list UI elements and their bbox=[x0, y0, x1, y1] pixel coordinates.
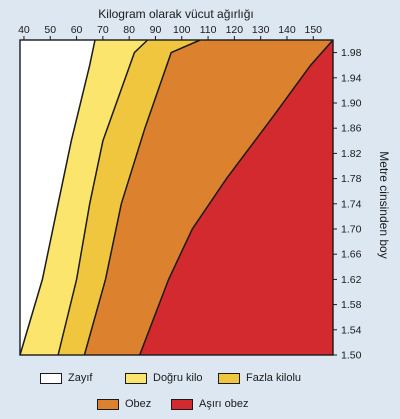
plot-area bbox=[19, 39, 334, 356]
legend-item-fazla-kilolu: Fazla kilolu bbox=[218, 372, 301, 384]
y-tick-label: 1.78 bbox=[341, 173, 362, 185]
y-tick-label: 1.74 bbox=[341, 198, 362, 210]
x-tick-label: 70 bbox=[97, 24, 109, 36]
x-tick-label: 130 bbox=[252, 24, 270, 36]
plot-frame bbox=[19, 39, 334, 356]
boundary-line-1 bbox=[19, 39, 96, 356]
x-tick-label: 80 bbox=[123, 24, 135, 36]
legend-item-asiri-obez: Aşırı obez bbox=[171, 398, 249, 410]
x-tick-label: 110 bbox=[200, 24, 217, 36]
y-tick-label: 1.94 bbox=[341, 72, 362, 84]
y-tick-label: 1.98 bbox=[341, 47, 362, 59]
y-tick-label: 1.62 bbox=[341, 274, 362, 286]
boundary-line-3 bbox=[83, 39, 201, 356]
legend-swatch-asiri-obez bbox=[171, 398, 193, 410]
x-tick-label: 100 bbox=[173, 24, 191, 36]
y-tick-label: 1.90 bbox=[341, 98, 362, 110]
y-tick-label: 1.66 bbox=[341, 249, 362, 261]
x-tick-label: 90 bbox=[150, 24, 162, 36]
x-tick-label: 60 bbox=[71, 24, 83, 36]
legend-swatch-fazla-kilolu bbox=[218, 372, 240, 384]
legend-label-dogru-kilo: Doğru kilo bbox=[153, 372, 203, 384]
legend-item-zayif: Zayıf bbox=[40, 372, 92, 384]
y-tick-label: 1.82 bbox=[341, 148, 362, 160]
boundary-line-4 bbox=[138, 39, 334, 356]
legend-swatch-dogru-kilo bbox=[125, 372, 147, 384]
legend-label-fazla-kilolu: Fazla kilolu bbox=[246, 372, 302, 384]
y-tick-label: 1.86 bbox=[341, 123, 362, 135]
x-tick-label: 150 bbox=[305, 24, 323, 36]
legend-item-obez: Obez bbox=[97, 398, 151, 410]
x-tick-label: 120 bbox=[226, 24, 244, 36]
y-axis-title: Metre cinsinden boy bbox=[377, 151, 391, 258]
x-tick-label: 140 bbox=[278, 24, 296, 36]
region-dogru-kilo bbox=[20, 40, 148, 355]
legend-label-asiri-obez: Aşırı obez bbox=[199, 398, 249, 410]
region-asiri-obez bbox=[139, 40, 333, 355]
legend-swatch-zayif bbox=[40, 372, 62, 384]
y-axis-ticks: 1.50 1.54 1.58 1.62 1.66 1.70 1.74 1.78 1.82 1.86… bbox=[333, 47, 362, 362]
x-axis-title: Kilogram olarak vücut ağırlığı bbox=[98, 7, 253, 21]
legend-label-zayif: Zayıf bbox=[68, 372, 93, 384]
y-tick-label: 1.70 bbox=[341, 224, 362, 236]
y-tick-label: 1.50 bbox=[341, 350, 362, 362]
region-fazla-kilolu bbox=[58, 40, 201, 355]
legend-label-obez: Obez bbox=[125, 398, 152, 410]
y-tick-label: 1.54 bbox=[341, 324, 362, 336]
legend-item-dogru-kilo: Doğru kilo bbox=[125, 372, 203, 384]
x-tick-label: 50 bbox=[44, 24, 56, 36]
x-tick-label: 40 bbox=[18, 24, 30, 36]
y-tick-label: 1.58 bbox=[341, 299, 362, 311]
legend-swatch-obez bbox=[97, 398, 119, 410]
x-axis-ticks: 40 50 60 70 80 90 100 110 120 130 140 150 bbox=[18, 24, 322, 40]
legend: Zayıf Doğru kilo Fazla kilolu Obez Aşırı… bbox=[0, 370, 400, 419]
boundary-line-2 bbox=[57, 39, 149, 356]
